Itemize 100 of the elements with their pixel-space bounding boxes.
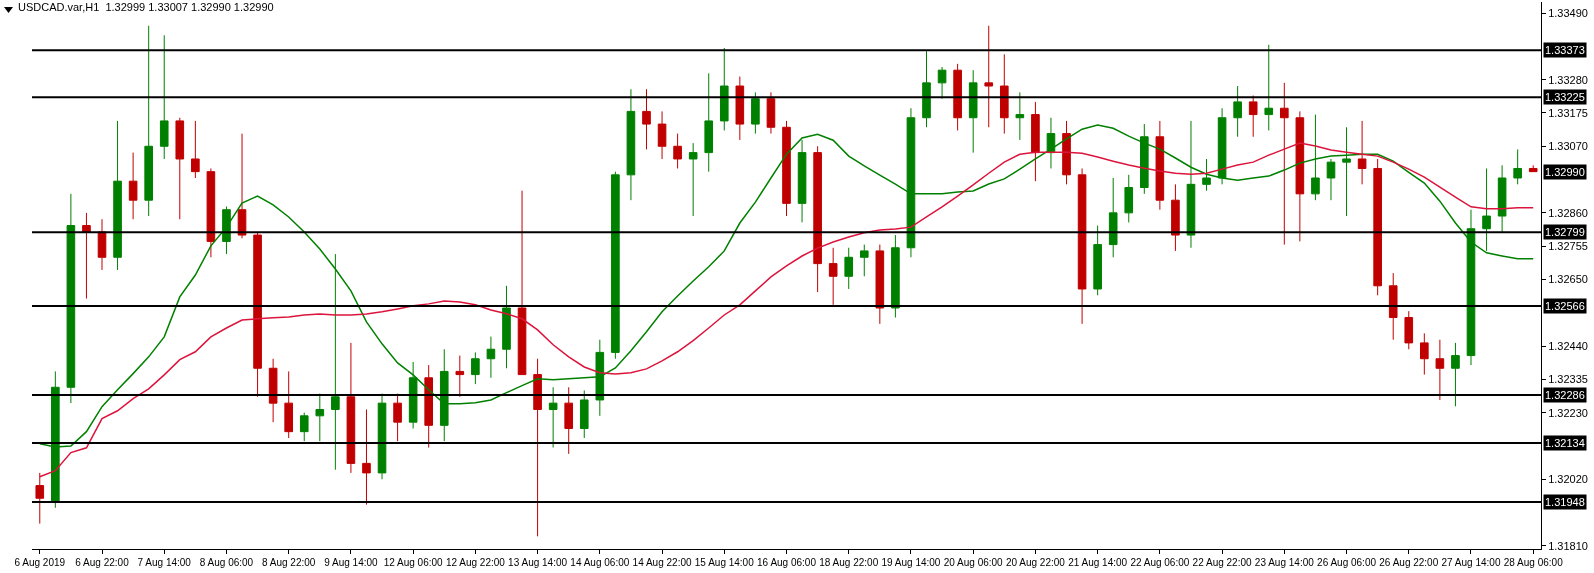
x-tick-label: 16 Aug 06:00 [757, 557, 817, 568]
y-tick-label: 1.32020 [1548, 473, 1588, 486]
candlestick [984, 25, 994, 128]
y-tick-label: 1.32755 [1548, 240, 1588, 253]
candlestick [1077, 167, 1087, 325]
candlestick [408, 361, 418, 429]
y-tick-label: 1.33490 [1548, 6, 1588, 19]
candlestick [1171, 183, 1180, 252]
y-tick-label: 1.33070 [1548, 140, 1588, 153]
candlestick [953, 63, 962, 131]
x-tick-label: 26 Aug 06:00 [1317, 557, 1377, 568]
candlestick [611, 171, 620, 360]
candlestick [1497, 164, 1507, 233]
candlestick [564, 386, 574, 455]
x-tick-label: 27 Aug 14:00 [1441, 557, 1501, 568]
candlestick [35, 472, 45, 525]
x-tick-label: 6 Aug 22:00 [75, 557, 130, 568]
candlestick [268, 358, 278, 423]
candlestick [222, 206, 231, 255]
candlestick [642, 88, 651, 150]
candlestick [859, 244, 869, 277]
x-tick-label: 14 Aug 06:00 [570, 557, 630, 568]
candlestick [82, 212, 91, 299]
candlestick [688, 142, 698, 217]
candlestick [175, 117, 185, 220]
candlestick [206, 167, 216, 258]
candlestick [455, 355, 465, 398]
candlestick [813, 145, 822, 293]
candlestick [237, 133, 247, 239]
x-tick-label: 20 Aug 06:00 [943, 557, 1004, 568]
candlestick [922, 50, 931, 128]
x-tick-label: 21 Aug 14:00 [1068, 557, 1128, 568]
candlestick [1466, 209, 1476, 366]
candlestick [284, 370, 293, 439]
x-tick-label: 12 Aug 06:00 [383, 557, 444, 568]
x-tick-label: 22 Aug 22:00 [1192, 557, 1252, 568]
x-tick-label: 18 Aug 22:00 [819, 557, 879, 568]
candlestick [735, 76, 745, 141]
x-tick-label: 6 Aug 2019 [14, 557, 66, 568]
candlestick [673, 133, 682, 169]
candlestick [1015, 91, 1025, 141]
candlestick [1202, 158, 1211, 192]
candlestick [875, 244, 885, 325]
y-tick-label: 1.32335 [1548, 373, 1588, 386]
y-tick-label: 1.32860 [1548, 206, 1588, 219]
candlestick [1528, 164, 1538, 173]
x-tick-label: 12 Aug 22:00 [445, 557, 506, 568]
annotation: 1.32990 [1545, 166, 1585, 178]
candlestick [548, 386, 558, 449]
candlestick [1326, 158, 1336, 201]
candlestick [1482, 167, 1491, 252]
candlestick [502, 285, 511, 369]
ref-line-label: 1.33225 [1545, 91, 1585, 103]
candlestick [657, 110, 667, 160]
candlestick [1357, 120, 1367, 185]
candlestick [1264, 44, 1274, 131]
x-tick-label: 14 Aug 22:00 [632, 557, 692, 568]
x-tick-label: 8 Aug 06:00 [199, 557, 254, 568]
x-tick-label: 7 Aug 14:00 [137, 557, 192, 568]
x-tick-label: 26 Aug 22:00 [1379, 557, 1439, 568]
ref-line-label: 1.33373 [1545, 44, 1585, 56]
candlestick [66, 193, 76, 404]
candlestick [533, 358, 542, 537]
candlestick [128, 152, 138, 220]
candlestick [439, 348, 449, 442]
candlestick [891, 234, 900, 319]
candlestick [751, 91, 760, 135]
candlestick [828, 247, 838, 306]
chart-title: USDCAD.var,H1 1.32999 1.33007 1.32990 1.32990 [18, 0, 274, 13]
candlestick [1451, 342, 1460, 407]
candlestick [253, 231, 262, 398]
y-tick-label: 1.32440 [1548, 339, 1588, 352]
y-tick-label: 1.31810 [1548, 539, 1588, 552]
candlestick [595, 339, 605, 417]
x-tick-label: 15 Aug 14:00 [694, 557, 755, 568]
ref-line-label: 1.32286 [1545, 389, 1585, 401]
x-tick-label: 28 Aug 06:00 [1503, 557, 1564, 568]
candlestick [471, 351, 480, 385]
ref-line-label: 1.32799 [1545, 226, 1585, 238]
candlestick [517, 190, 527, 376]
y-tick-label: 1.32650 [1548, 273, 1588, 286]
candlestick [159, 34, 169, 160]
candlestick [704, 72, 714, 173]
candlestick [1373, 158, 1382, 296]
ref-line-label: 1.32566 [1545, 300, 1585, 312]
x-tick-label: 8 Aug 22:00 [261, 557, 316, 568]
candlestick [1404, 310, 1414, 350]
candlestick [377, 393, 387, 480]
candlestick [999, 53, 1009, 135]
candlestick [766, 91, 776, 135]
x-tick-label: 20 Aug 22:00 [1005, 557, 1066, 568]
candlestick [968, 69, 978, 154]
candlestick [1124, 174, 1134, 223]
candlestick [1031, 101, 1040, 182]
candlestick [1062, 120, 1071, 185]
candlestick [1233, 85, 1242, 138]
candlestick [797, 139, 807, 223]
ref-line-label: 1.32134 [1545, 437, 1585, 449]
candlestick [626, 88, 636, 201]
x-tick-label: 9 Aug 14:00 [324, 557, 379, 568]
